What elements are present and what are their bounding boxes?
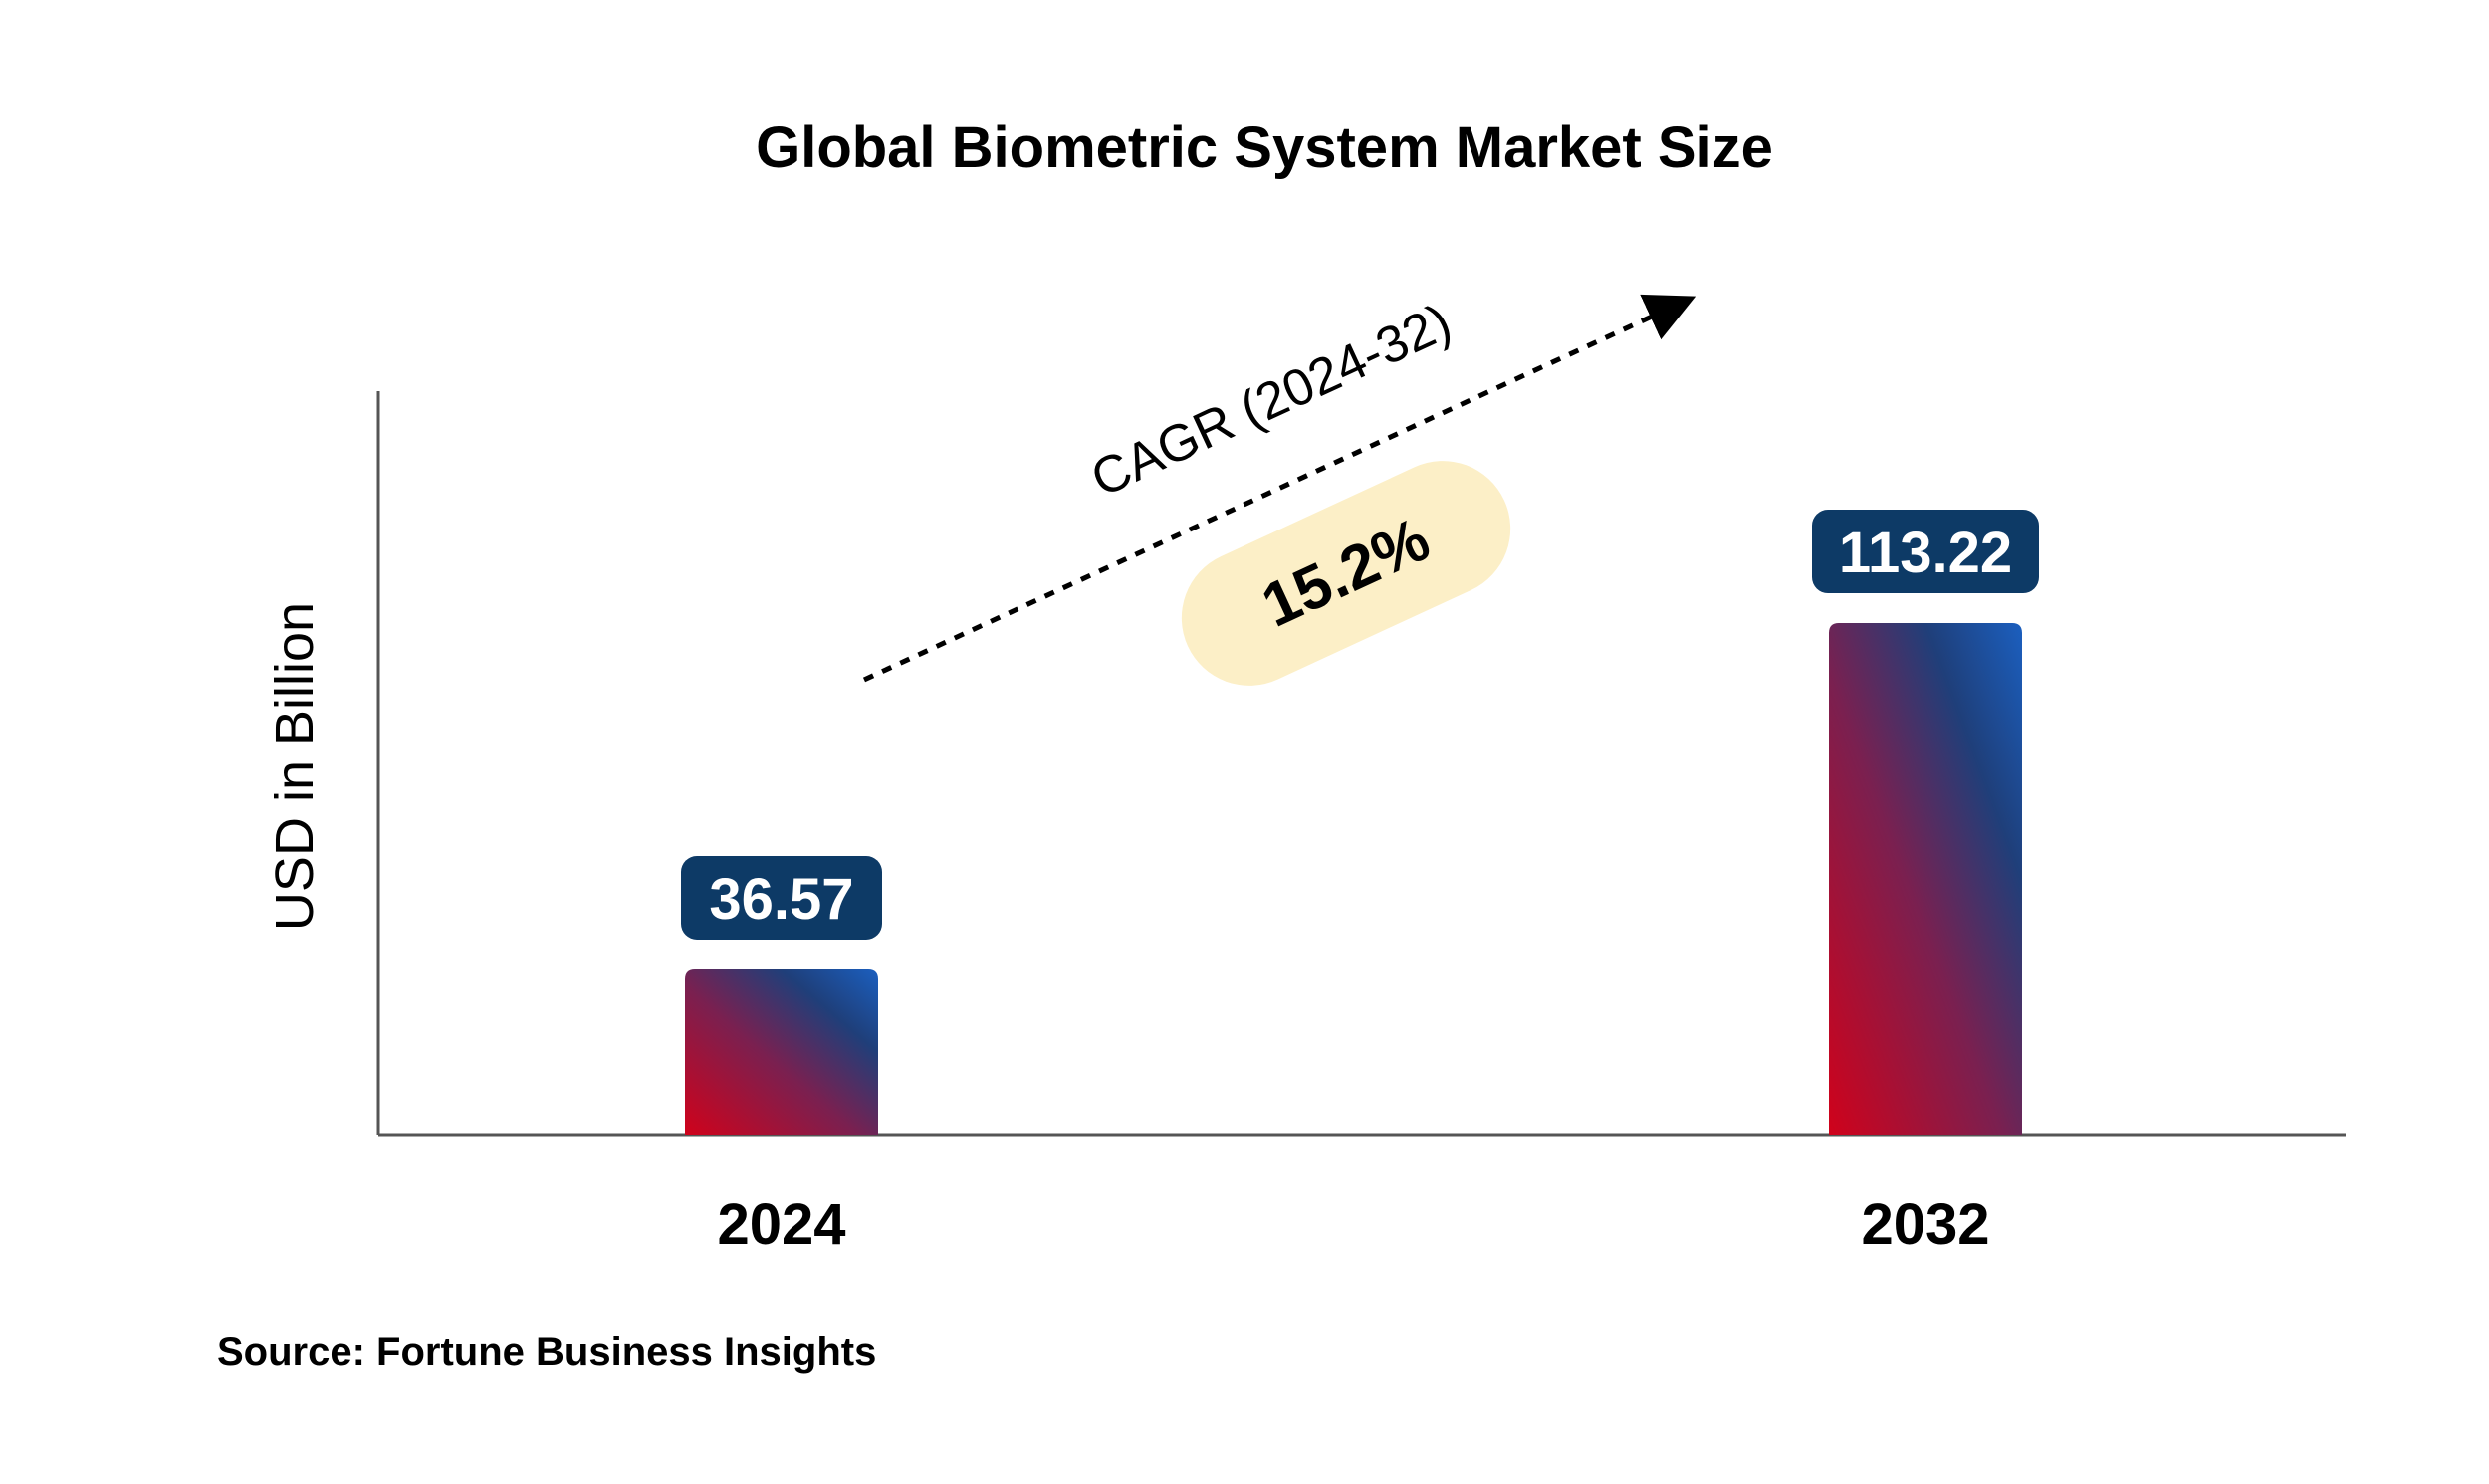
bar-2032: [1829, 623, 2022, 1135]
data-label-box-2032: [1812, 510, 2039, 594]
data-label-2024: 36.57: [709, 867, 853, 932]
x-tick-label-2032: 2032: [1861, 1192, 1989, 1257]
data-label-box-2024: [681, 855, 882, 940]
source-note: Source: Fortune Business Insights: [217, 1330, 876, 1374]
x-tick-label-2024: 2024: [717, 1192, 845, 1257]
y-axis-label: USD in Billion: [265, 602, 325, 931]
cagr-arrow: [862, 294, 1697, 683]
bar-2024: [685, 968, 878, 1135]
chart-title: Global Biometric System Market Size: [756, 115, 1773, 180]
bars-group: 36.57 2024 113.22 2032: [681, 510, 2039, 1257]
cagr-badge: 15.2%: [1181, 461, 1511, 686]
data-label-2032: 113.22: [1839, 521, 2012, 585]
